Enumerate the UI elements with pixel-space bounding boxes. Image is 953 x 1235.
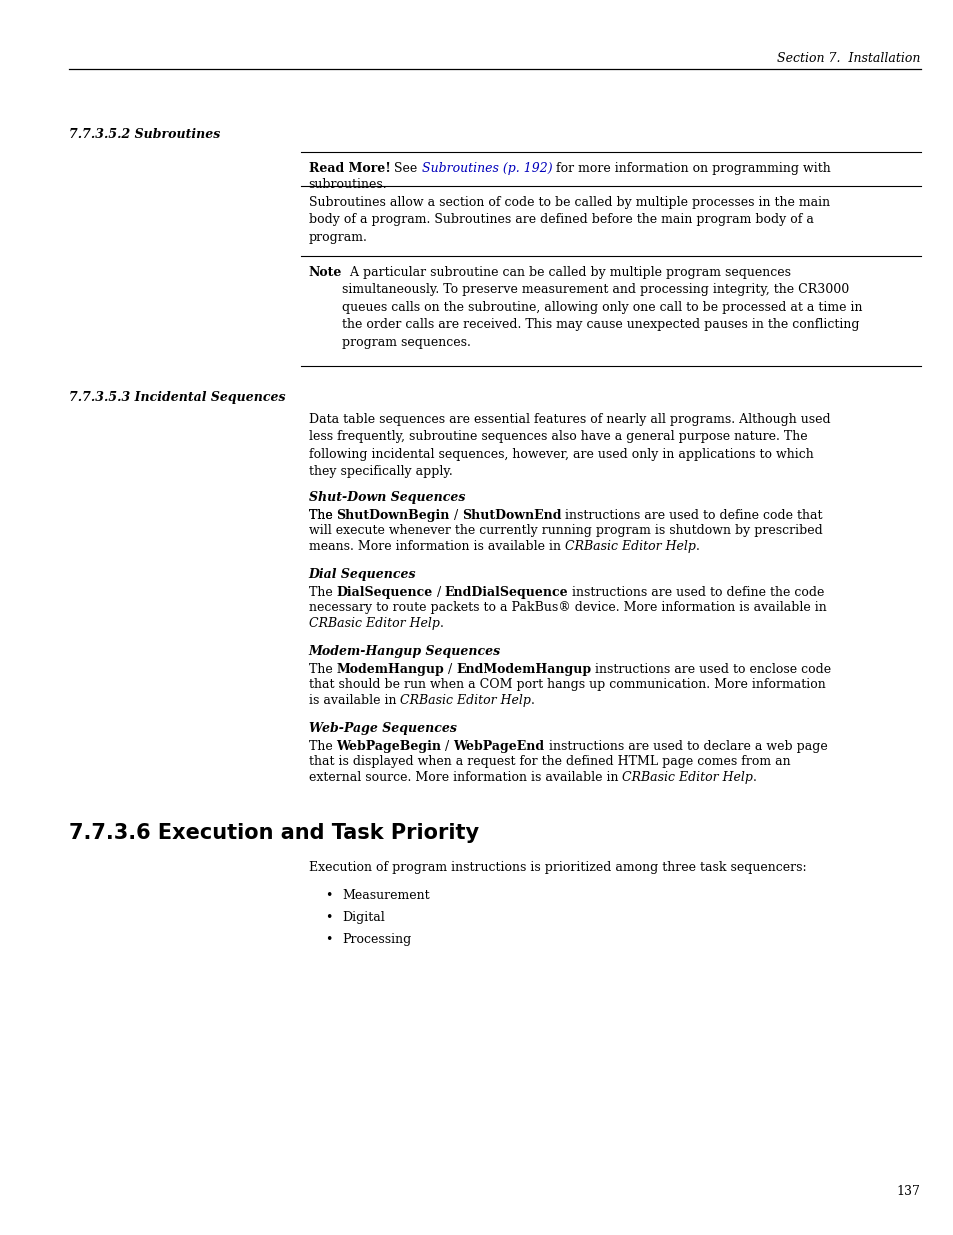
Text: is available in: is available in — [308, 694, 399, 706]
Text: WebPageBegin: WebPageBegin — [335, 740, 441, 753]
Text: Processing: Processing — [342, 932, 412, 946]
Text: The: The — [308, 585, 335, 599]
Text: See: See — [390, 162, 421, 175]
Text: •: • — [325, 932, 333, 946]
Text: that is displayed when a request for the defined HTML page comes from an: that is displayed when a request for the… — [308, 756, 789, 768]
Text: instructions are used to define code that: instructions are used to define code tha… — [560, 509, 822, 521]
Text: .: . — [752, 771, 756, 784]
Text: •: • — [325, 910, 333, 924]
Text: ModemHangup: ModemHangup — [335, 663, 443, 676]
Text: Section 7.  Installation: Section 7. Installation — [777, 52, 920, 65]
Text: Shut-Down Sequences: Shut-Down Sequences — [308, 490, 464, 504]
Text: /: / — [441, 740, 453, 753]
Text: WebPageEnd: WebPageEnd — [453, 740, 544, 753]
Text: means. More information is available in: means. More information is available in — [308, 540, 564, 553]
Text: EndModemHangup: EndModemHangup — [456, 663, 591, 676]
Text: instructions are used to enclose code: instructions are used to enclose code — [591, 663, 831, 676]
Text: Execution of program instructions is prioritized among three task sequencers:: Execution of program instructions is pri… — [308, 861, 805, 874]
Text: Note: Note — [308, 266, 341, 279]
Text: Subroutines (p. 192): Subroutines (p. 192) — [421, 162, 552, 175]
Text: /: / — [432, 585, 444, 599]
Text: CRBasic Editor Help: CRBasic Editor Help — [564, 540, 695, 553]
Text: CRBasic Editor Help: CRBasic Editor Help — [308, 616, 439, 630]
Text: EndDialSequence: EndDialSequence — [444, 585, 568, 599]
Text: CRBasic Editor Help: CRBasic Editor Help — [399, 694, 530, 706]
Text: subroutines.: subroutines. — [308, 178, 387, 190]
Text: that should be run when a COM port hangs up communication. More information: that should be run when a COM port hangs… — [308, 678, 824, 692]
Text: external source. More information is available in: external source. More information is ava… — [308, 771, 621, 784]
Text: CRBasic Editor Help: CRBasic Editor Help — [621, 771, 752, 784]
Text: .: . — [530, 694, 535, 706]
Text: ShutDownBegin: ShutDownBegin — [335, 509, 449, 521]
Text: instructions are used to declare a web page: instructions are used to declare a web p… — [544, 740, 826, 753]
Text: instructions are used to define the code: instructions are used to define the code — [568, 585, 824, 599]
Text: Subroutines allow a section of code to be called by multiple processes in the ma: Subroutines allow a section of code to b… — [308, 196, 829, 243]
Text: DialSequence: DialSequence — [335, 585, 432, 599]
Text: The: The — [308, 509, 335, 521]
Text: /: / — [449, 509, 461, 521]
Text: ShutDownEnd: ShutDownEnd — [461, 509, 560, 521]
Text: Modem-Hangup Sequences: Modem-Hangup Sequences — [308, 645, 500, 658]
Text: Data table sequences are essential features of nearly all programs. Although use: Data table sequences are essential featu… — [308, 412, 829, 478]
Text: 7.7.3.5.2 Subroutines: 7.7.3.5.2 Subroutines — [69, 128, 220, 142]
Text: Web-Page Sequences: Web-Page Sequences — [308, 721, 456, 735]
Text: •: • — [325, 889, 333, 902]
Text: will execute whenever the currently running program is shutdown by prescribed: will execute whenever the currently runn… — [308, 525, 821, 537]
Text: Read More!: Read More! — [308, 162, 390, 175]
Text: The: The — [308, 663, 335, 676]
Text: 7.7.3.6 Execution and Task Priority: 7.7.3.6 Execution and Task Priority — [69, 823, 478, 842]
Text: Dial Sequences: Dial Sequences — [308, 568, 416, 580]
Text: A particular subroutine can be called by multiple program sequences
simultaneous: A particular subroutine can be called by… — [341, 266, 862, 348]
Text: Measurement: Measurement — [342, 889, 430, 902]
Text: 137: 137 — [896, 1184, 920, 1198]
Text: 7.7.3.5.3 Incidental Sequences: 7.7.3.5.3 Incidental Sequences — [69, 390, 285, 404]
Text: .: . — [695, 540, 699, 553]
Text: necessary to route packets to a PakBus® device. More information is available in: necessary to route packets to a PakBus® … — [308, 601, 825, 614]
Text: .: . — [439, 616, 443, 630]
Text: Digital: Digital — [342, 910, 385, 924]
Text: The: The — [308, 509, 335, 521]
Text: /: / — [443, 663, 456, 676]
Text: The: The — [308, 740, 335, 753]
Text: for more information on programming with: for more information on programming with — [552, 162, 830, 175]
